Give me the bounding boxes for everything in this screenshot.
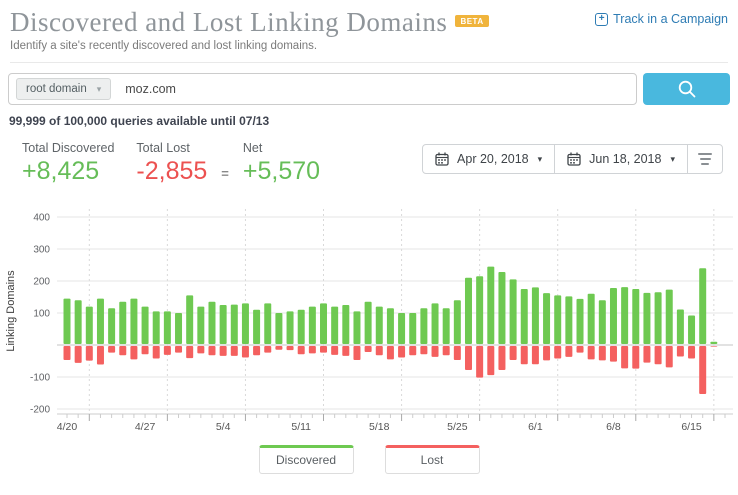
search-icon — [678, 80, 695, 98]
stat-label: Total Discovered — [22, 141, 115, 155]
track-link-label: Track in a Campaign — [613, 12, 728, 26]
stat-value-discovered: +8,425 — [22, 157, 100, 185]
svg-text:5/25: 5/25 — [447, 421, 468, 433]
plus-square-icon: + — [595, 12, 609, 26]
calendar-icon — [567, 152, 581, 166]
page-subtitle: Identify a site's recently discovered an… — [10, 40, 318, 52]
calendar-icon — [435, 152, 449, 166]
svg-text:4/20: 4/20 — [57, 421, 78, 433]
chart-legend: Discovered Lost — [0, 445, 738, 474]
svg-text:Linking Domains: Linking Domains — [5, 270, 17, 352]
search-row: root domain ▾ moz.com — [8, 73, 730, 105]
beta-badge: BETA — [455, 15, 489, 27]
svg-text:200: 200 — [33, 277, 50, 288]
quota-status-text: 99,999 of 100,000 queries available unti… — [9, 114, 270, 128]
stat-value-net: +5,570 — [242, 157, 321, 185]
linking-domains-chart: 400 300 200 100 -100 -200 Linking Domains 4/20 4… — [0, 201, 738, 443]
start-date-picker[interactable]: Apr 20, 2018 ▾ — [423, 145, 556, 173]
header-divider — [10, 62, 728, 63]
chart-svg[interactable]: 400 300 200 100 -100 -200 Linking Domains 4/20 4… — [0, 201, 738, 443]
page-header: Discovered and Lost Linking Domains BETA… — [0, 0, 738, 63]
end-date-value: Jun 18, 2018 — [589, 152, 662, 166]
scope-dropdown-value: root domain — [26, 83, 87, 95]
stat-net: Net +5,570 — [243, 141, 320, 184]
stat-label: Total Lost — [136, 141, 190, 155]
chevron-down-icon: ▾ — [96, 83, 102, 94]
end-date-picker[interactable]: Jun 18, 2018 ▾ — [555, 145, 688, 173]
search-input[interactable]: root domain ▾ moz.com — [8, 73, 637, 105]
page-title: Discovered and Lost Linking Domains — [10, 7, 448, 37]
svg-text:5/4: 5/4 — [216, 421, 231, 433]
svg-text:6/15: 6/15 — [681, 421, 702, 433]
svg-text:-100: -100 — [30, 373, 50, 384]
svg-text:5/18: 5/18 — [369, 421, 390, 433]
stat-total-discovered: Total Discovered +8,425 — [22, 141, 114, 184]
start-date-value: Apr 20, 2018 — [457, 152, 529, 166]
search-query-text: moz.com — [125, 82, 176, 96]
legend-item-discovered[interactable]: Discovered — [258, 445, 354, 474]
svg-text:4/27: 4/27 — [135, 421, 156, 433]
legend-item-lost[interactable]: Lost — [384, 445, 480, 474]
svg-text:400: 400 — [33, 213, 50, 224]
svg-text:-200: -200 — [30, 405, 50, 416]
equals-sign: = — [221, 166, 229, 181]
svg-text:100: 100 — [33, 309, 50, 320]
stat-label: Net — [242, 141, 263, 155]
svg-text:6/1: 6/1 — [528, 421, 543, 433]
svg-text:6/8: 6/8 — [606, 421, 621, 433]
stat-total-lost: Total Lost -2,855 — [136, 141, 207, 184]
date-range-controls: Apr 20, 2018 ▾ Jun 18, 2018 ▾ — [422, 144, 723, 174]
svg-text:300: 300 — [33, 245, 50, 256]
stats-row: Total Discovered +8,425 Total Lost -2,85… — [0, 141, 738, 191]
search-button[interactable] — [643, 73, 730, 105]
scope-dropdown[interactable]: root domain ▾ — [16, 78, 112, 100]
chart-menu-icon[interactable] — [688, 145, 722, 173]
svg-text:5/11: 5/11 — [291, 421, 311, 433]
chevron-down-icon: ▾ — [537, 153, 543, 164]
stat-value-lost: -2,855 — [136, 157, 208, 185]
track-in-campaign-link[interactable]: + Track in a Campaign — [595, 12, 728, 26]
chevron-down-icon: ▾ — [670, 153, 675, 164]
